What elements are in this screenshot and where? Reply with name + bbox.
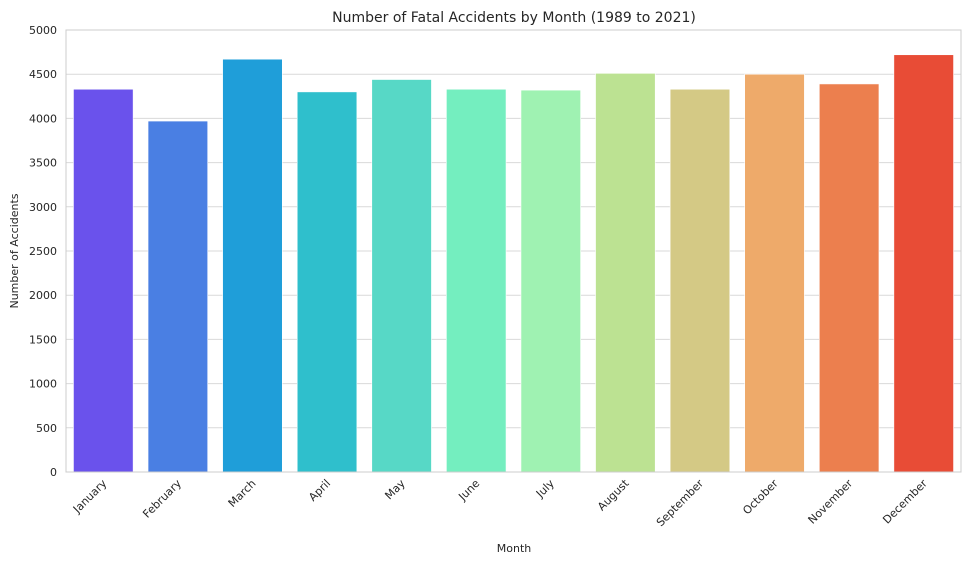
bar-march	[222, 58, 283, 473]
y-tick-label: 5000	[29, 24, 57, 37]
y-tick-label: 500	[36, 422, 57, 435]
plot-frame	[65, 29, 962, 473]
y-tick-label: 3000	[29, 201, 57, 214]
chart-title: Number of Fatal Accidents by Month (1989…	[332, 10, 696, 26]
y-tick-label: 3500	[29, 157, 57, 170]
x-tick-label-april: April	[306, 477, 333, 504]
x-tick-label-february: February	[140, 477, 184, 521]
y-tick-label: 0	[50, 466, 57, 479]
x-tick-label-december: December	[880, 477, 930, 527]
bar-may	[371, 79, 432, 473]
x-tick-label-october: October	[740, 477, 781, 518]
x-tick-label-may: May	[382, 477, 408, 503]
bars	[73, 54, 954, 473]
bar-february	[147, 120, 209, 473]
x-tick-label-january: January	[70, 477, 110, 517]
bar-june	[446, 88, 507, 473]
x-tick-label-august: August	[595, 476, 632, 513]
x-tick-label-march: March	[226, 477, 259, 510]
y-axis-label: Number of Accidents	[8, 193, 21, 308]
bar-october	[744, 73, 805, 473]
bar-july	[520, 89, 581, 473]
bar-december	[893, 54, 954, 473]
y-tick-label: 2500	[29, 245, 57, 258]
bar-august	[595, 73, 656, 473]
x-tick-label-november: November	[806, 477, 856, 527]
y-tick-label: 4500	[29, 68, 57, 81]
x-tick-label-september: September	[654, 477, 707, 530]
x-tick-label-june: June	[455, 477, 482, 504]
y-tick-label: 4000	[29, 112, 57, 125]
x-tick-label-july: July	[533, 477, 557, 501]
bar-september	[669, 88, 731, 473]
bar-november	[818, 83, 880, 473]
x-axis-label: Month	[497, 542, 532, 555]
x-tick-labels: January February March April May June July Augu…	[70, 476, 930, 529]
y-tick-label: 1500	[29, 333, 57, 346]
bar-january	[73, 88, 134, 473]
y-tick-labels: 0 500 1000 1500 2000 2500 3000 3500 4000 4500 5000	[29, 24, 57, 479]
y-tick-label: 1000	[29, 378, 57, 391]
bar-april	[296, 91, 358, 473]
y-tick-label: 2000	[29, 289, 57, 302]
